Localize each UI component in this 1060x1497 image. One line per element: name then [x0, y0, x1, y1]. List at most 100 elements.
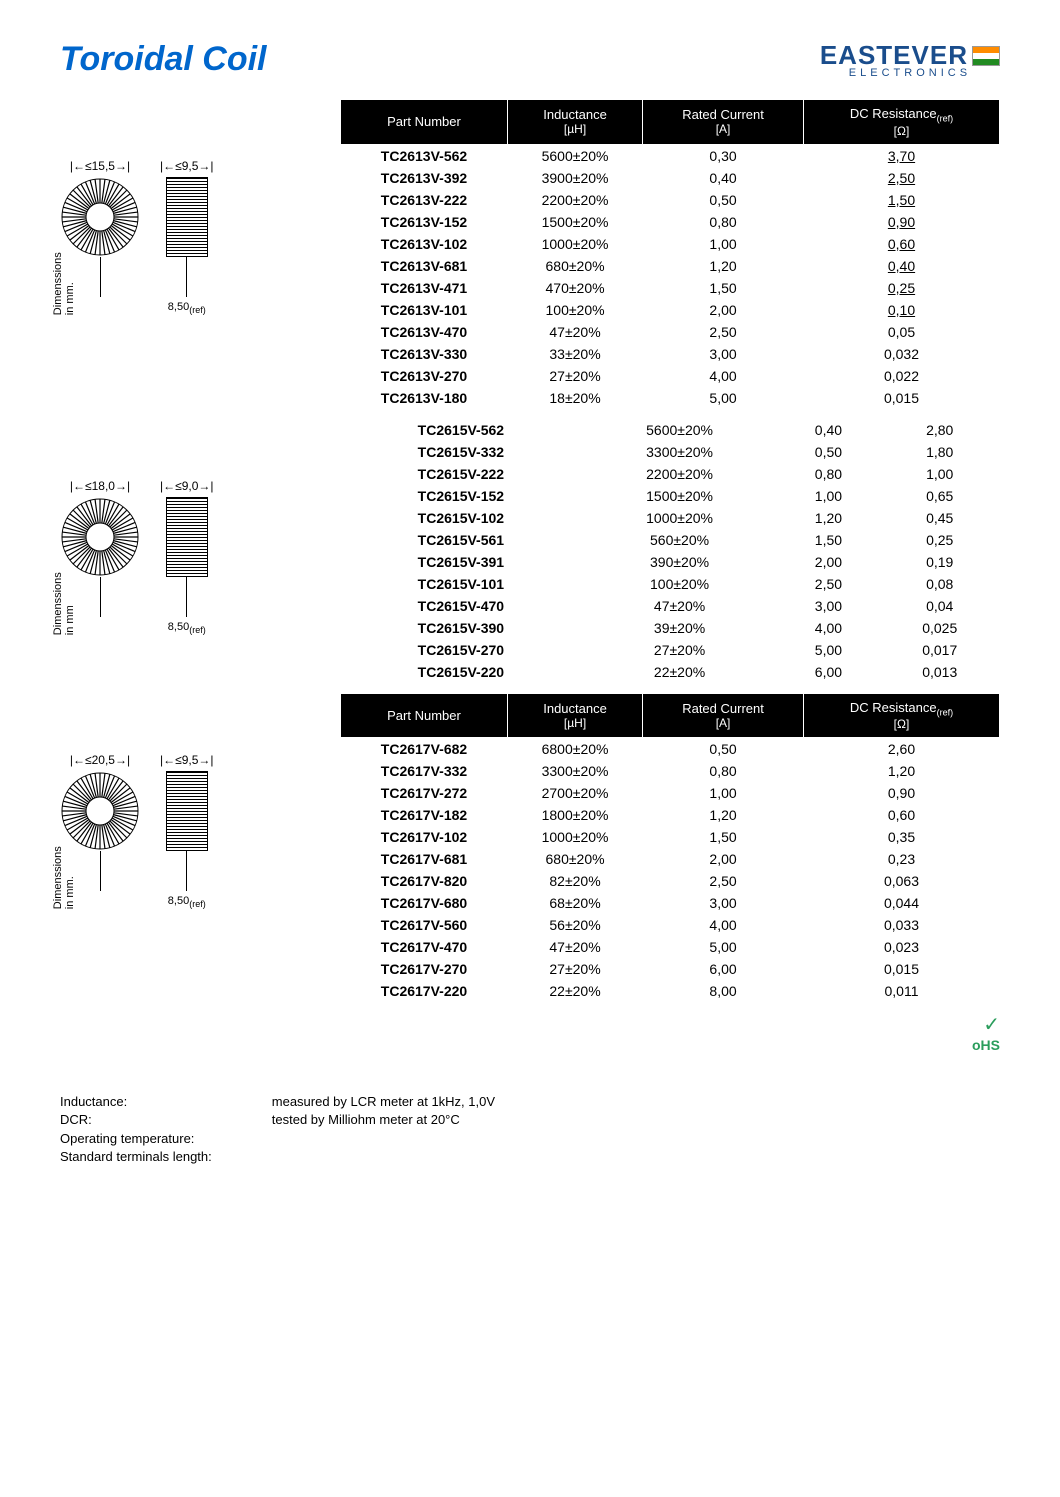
cell-part-number: TC2613V-562: [341, 144, 508, 167]
lead-dim-label: 8,50(ref): [168, 895, 206, 909]
cell-dc-resistance: 0,022: [803, 365, 999, 387]
cell-inductance: 6800±20%: [507, 738, 642, 761]
logo-subtitle: ELECTRONICS: [849, 67, 971, 79]
table-row: TC2617V-560 56±20% 4,00 0,033: [341, 914, 1000, 936]
cell-rated-current: 2,00: [643, 848, 804, 870]
cell-part-number: TC2615V-561: [340, 529, 582, 551]
side-dim-label: |← ≤9,5 →|: [160, 159, 214, 173]
diagram-column: |← ≤18,0 →| |← ≤9,0 →| 8,50(ref) Dimenss…: [60, 419, 340, 635]
cell-dc-resistance: 1,20: [803, 760, 999, 782]
cell-rated-current: 5,00: [643, 387, 804, 409]
cell-rated-current: 6,00: [643, 958, 804, 980]
cell-dc-resistance: 0,015: [803, 958, 999, 980]
outer-dim-label: |← ≤18,0 →|: [70, 479, 130, 493]
lead-dim-label: 8,50(ref): [168, 301, 206, 315]
cell-inductance: 470±20%: [507, 277, 642, 299]
cell-rated-current: 3,00: [643, 343, 804, 365]
cell-inductance: 390±20%: [582, 551, 778, 573]
cell-dc-resistance: 0,063: [803, 870, 999, 892]
cell-rated-current: 1,00: [643, 782, 804, 804]
table-row: TC2613V-180 18±20% 5,00 0,015: [341, 387, 1000, 409]
table-row: TC2617V-270 27±20% 6,00 0,015: [341, 958, 1000, 980]
col-inductance: Inductance[µH]: [507, 693, 642, 738]
footer-label: Inductance:: [60, 1093, 212, 1111]
diagram-column: |← ≤20,5 →| |← ≤9,5 →| 8,50(ref) Dimenss…: [60, 693, 340, 909]
table-row: TC2617V-470 47±20% 5,00 0,023: [341, 936, 1000, 958]
cell-dc-resistance: 0,19: [879, 551, 1000, 573]
cell-part-number: TC2617V-681: [341, 848, 508, 870]
spec-table: Part Number Inductance[µH] Rated Current…: [340, 693, 1000, 1003]
table-row: TC2613V-152 1500±20% 0,80 0,90: [341, 211, 1000, 233]
cell-rated-current: 1,20: [777, 507, 879, 529]
cell-dc-resistance: 0,015: [803, 387, 999, 409]
cell-rated-current: 0,80: [643, 211, 804, 233]
cell-part-number: TC2617V-682: [341, 738, 508, 761]
cell-part-number: TC2615V-101: [340, 573, 582, 595]
product-section: |← ≤18,0 →| |← ≤9,0 →| 8,50(ref) Dimenss…: [60, 419, 1000, 683]
cell-rated-current: 4,00: [777, 617, 879, 639]
cell-inductance: 3300±20%: [507, 760, 642, 782]
cell-dc-resistance: 0,044: [803, 892, 999, 914]
cell-part-number: TC2613V-102: [341, 233, 508, 255]
cell-part-number: TC2613V-152: [341, 211, 508, 233]
table-row: TC2613V-330 33±20% 3,00 0,032: [341, 343, 1000, 365]
table-row: TC2617V-680 68±20% 3,00 0,044: [341, 892, 1000, 914]
cell-dc-resistance: 1,00: [879, 463, 1000, 485]
cell-dc-resistance: 1,50: [803, 189, 999, 211]
dimensions-unit-label: Dimenssions in mm.: [52, 249, 76, 315]
cell-dc-resistance: 2,50: [803, 167, 999, 189]
cell-inductance: 2200±20%: [582, 463, 778, 485]
cell-part-number: TC2613V-392: [341, 167, 508, 189]
cell-rated-current: 1,00: [777, 485, 879, 507]
lead-dim-label: 8,50(ref): [168, 621, 206, 635]
cell-dc-resistance: 0,017: [879, 639, 1000, 661]
cell-part-number: TC2615V-470: [340, 595, 582, 617]
cell-part-number: TC2613V-471: [341, 277, 508, 299]
cell-dc-resistance: 0,011: [803, 980, 999, 1002]
check-icon: ✓: [60, 1012, 1000, 1037]
cell-part-number: TC2615V-102: [340, 507, 582, 529]
cell-rated-current: 1,50: [643, 277, 804, 299]
table-row: TC2613V-101 100±20% 2,00 0,10: [341, 299, 1000, 321]
footer-value: measured by LCR meter at 1kHz, 1,0V: [272, 1093, 495, 1111]
table-row: TC2617V-182 1800±20% 1,20 0,60: [341, 804, 1000, 826]
cell-inductance: 56±20%: [507, 914, 642, 936]
cell-inductance: 82±20%: [507, 870, 642, 892]
cell-part-number: TC2615V-220: [340, 661, 582, 683]
cell-inductance: 18±20%: [507, 387, 642, 409]
cell-inductance: 1800±20%: [507, 804, 642, 826]
side-dim-label: |← ≤9,5 →|: [160, 753, 214, 767]
spec-table: TC2615V-562 5600±20% 0,40 2,80 TC2615V-3…: [340, 419, 1000, 683]
cell-dc-resistance: 0,25: [803, 277, 999, 299]
table-row: TC2617V-102 1000±20% 1,50 0,35: [341, 826, 1000, 848]
cell-dc-resistance: 0,025: [879, 617, 1000, 639]
cell-inductance: 5600±20%: [507, 144, 642, 167]
cell-rated-current: 1,00: [643, 233, 804, 255]
cell-inductance: 22±20%: [507, 980, 642, 1002]
col-dc-resistance: DC Resistance(ref)[Ω]: [803, 100, 999, 145]
cell-rated-current: 1,20: [643, 804, 804, 826]
table-row: TC2615V-391 390±20% 2,00 0,19: [340, 551, 1000, 573]
cell-rated-current: 0,30: [643, 144, 804, 167]
cell-rated-current: 0,50: [643, 738, 804, 761]
outer-dim-label: |← ≤15,5 →|: [70, 159, 130, 173]
cell-inductance: 39±20%: [582, 617, 778, 639]
cell-part-number: TC2615V-222: [340, 463, 582, 485]
cell-dc-resistance: 0,08: [879, 573, 1000, 595]
cell-inductance: 27±20%: [507, 958, 642, 980]
cell-dc-resistance: 3,70: [803, 144, 999, 167]
cell-inductance: 100±20%: [507, 299, 642, 321]
cell-inductance: 680±20%: [507, 255, 642, 277]
cell-part-number: TC2617V-680: [341, 892, 508, 914]
col-part-number: Part Number: [341, 693, 508, 738]
cell-part-number: TC2617V-270: [341, 958, 508, 980]
cell-part-number: TC2613V-470: [341, 321, 508, 343]
cell-dc-resistance: 0,10: [803, 299, 999, 321]
cell-inductance: 5600±20%: [582, 419, 778, 441]
cell-part-number: TC2615V-391: [340, 551, 582, 573]
ohs-text: oHS: [60, 1037, 1000, 1053]
cell-rated-current: 0,40: [777, 419, 879, 441]
cell-rated-current: 1,50: [777, 529, 879, 551]
cell-rated-current: 1,50: [643, 826, 804, 848]
table-row: TC2613V-681 680±20% 1,20 0,40: [341, 255, 1000, 277]
